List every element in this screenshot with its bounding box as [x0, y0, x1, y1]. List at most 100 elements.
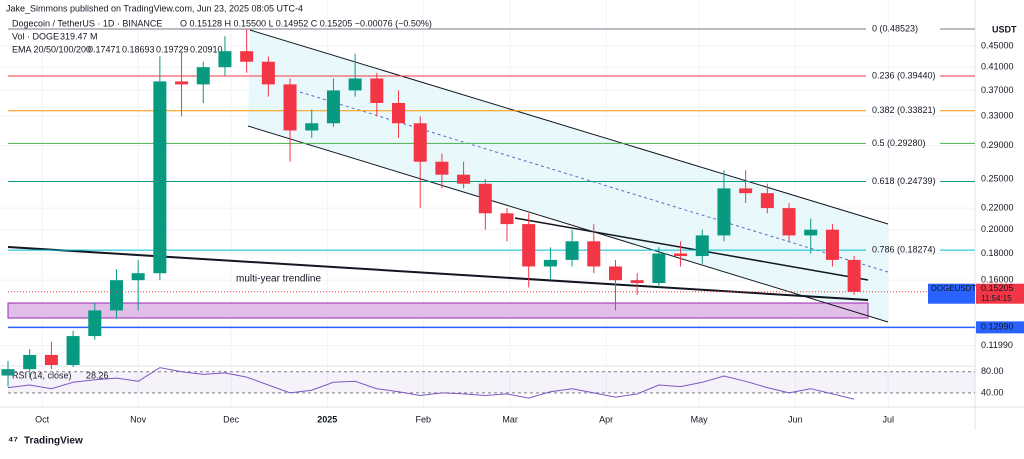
candle-body	[88, 310, 102, 337]
candle-body	[44, 354, 58, 365]
channel-lower	[247, 125, 889, 323]
volume-label: Vol · DOGE	[12, 31, 59, 41]
x-tick-label: Jun	[788, 414, 803, 424]
support-label: 0.12990	[981, 322, 1014, 332]
candle-body	[587, 241, 601, 267]
fib-label: 0 (0.48523)	[872, 23, 918, 33]
candle-body	[478, 183, 492, 214]
x-tick-label: Oct	[35, 414, 50, 424]
candle-body	[348, 78, 362, 91]
volume-value: 319.47 M	[60, 31, 98, 41]
candle-body	[392, 102, 406, 124]
rsi-value: 28.26	[86, 370, 109, 380]
channel-fill	[248, 30, 888, 322]
y-tick-label: 0.11990	[981, 340, 1013, 350]
y-tick-label: 0.16000	[981, 275, 1014, 285]
y-tick-label: 0.37000	[981, 85, 1014, 95]
x-tick-label: May	[691, 414, 709, 424]
candle-body	[305, 123, 319, 131]
ohlc: O 0.15128 H 0.15500 L 0.14952 C 0.15205 …	[180, 18, 432, 28]
candle-body	[739, 188, 753, 194]
countdown: 11:54:15	[981, 294, 1012, 303]
ema-value: 0.18693	[122, 44, 155, 54]
rsi-tick-label: 40.00	[981, 387, 1004, 397]
x-tick-label: Mar	[502, 414, 518, 424]
candle-body	[326, 90, 340, 124]
ema-value: 0.17471	[88, 44, 121, 54]
support-tag	[976, 321, 1024, 334]
candle-body	[1, 369, 15, 376]
symbol: Dogecoin / TetherUS · 1D · BINANCE	[12, 18, 162, 28]
candle-body	[674, 253, 688, 257]
candle-body	[283, 84, 297, 131]
y-tick-label: 0.29000	[981, 140, 1014, 150]
candle-body	[608, 266, 622, 281]
candle-body	[131, 273, 145, 281]
x-tick-label: Jul	[882, 414, 894, 424]
candle-body	[370, 78, 384, 103]
candle-body	[413, 123, 427, 162]
candle-body	[109, 280, 123, 311]
rsi-band	[8, 371, 975, 393]
rsi-tick-label: 80.00	[981, 366, 1004, 376]
candle-body	[261, 61, 275, 85]
last-tag	[928, 283, 975, 304]
ema-value: 0.19729	[156, 44, 189, 54]
candle-body	[847, 259, 861, 292]
candle-body	[565, 241, 579, 260]
candle-body	[782, 208, 796, 236]
candle-body	[652, 253, 666, 284]
candle-body	[695, 235, 709, 257]
candle-body	[153, 81, 167, 274]
y-tick-label: 0.33000	[981, 111, 1014, 121]
y-tick-label: 0.45000	[981, 40, 1014, 50]
candle-body	[196, 67, 210, 85]
last-symbol: DOGEUSDT	[931, 284, 976, 293]
ema-value: 0.20910	[190, 44, 223, 54]
candle-body	[66, 336, 80, 365]
candle-body	[522, 224, 536, 267]
y-tick-label: 0.22000	[981, 202, 1014, 212]
x-tick-label: Nov	[130, 414, 147, 424]
x-tick-label: 2025	[317, 414, 337, 424]
ema-label: EMA 20/50/100/200	[12, 44, 91, 54]
publisher: Jake_Simmons published on TradingView.co…	[6, 3, 303, 13]
candle-body	[435, 161, 449, 175]
logo-icon: ⁴⁷	[8, 435, 18, 447]
annotation: multi-year trendline	[236, 274, 321, 285]
fib-label: 0.786 (0.18274)	[872, 244, 936, 254]
x-tick-label: Apr	[599, 414, 613, 424]
fib-label: 0.618 (0.24739)	[872, 176, 936, 186]
x-tick-label: Dec	[223, 414, 240, 424]
channel-upper	[249, 29, 889, 225]
candle-body	[630, 280, 644, 284]
trend-line	[514, 217, 869, 281]
fib-label: 0.382 (0.33821)	[872, 105, 936, 115]
y-tick-label: 0.20000	[981, 224, 1014, 234]
footer-logo: TradingView	[24, 436, 83, 447]
candle-body	[804, 229, 818, 236]
candle-body	[457, 174, 471, 184]
candle-body	[218, 51, 232, 68]
candle-body	[760, 193, 774, 209]
y-tick-label: 0.18000	[981, 248, 1014, 258]
candle-body	[240, 51, 254, 62]
support-zone	[7, 302, 869, 319]
y-tick-label: 0.25000	[981, 174, 1014, 184]
candle-body	[717, 188, 731, 236]
multi-year-trendline	[7, 246, 869, 301]
currency: USDT	[992, 24, 1017, 34]
candle-body	[825, 229, 839, 260]
fib-label: 0.236 (0.39440)	[872, 70, 936, 80]
candle-body	[23, 354, 37, 370]
fib-label: 0.5 (0.29280)	[872, 138, 926, 148]
last-price: 0.15205	[981, 283, 1014, 293]
candle-body	[175, 81, 189, 85]
candle-body	[543, 259, 557, 267]
price-tag	[976, 283, 1024, 304]
candle-body	[500, 213, 514, 225]
x-tick-label: Feb	[416, 414, 432, 424]
rsi-line	[7, 367, 855, 400]
rsi-title: RSI (14, close)	[12, 370, 72, 380]
